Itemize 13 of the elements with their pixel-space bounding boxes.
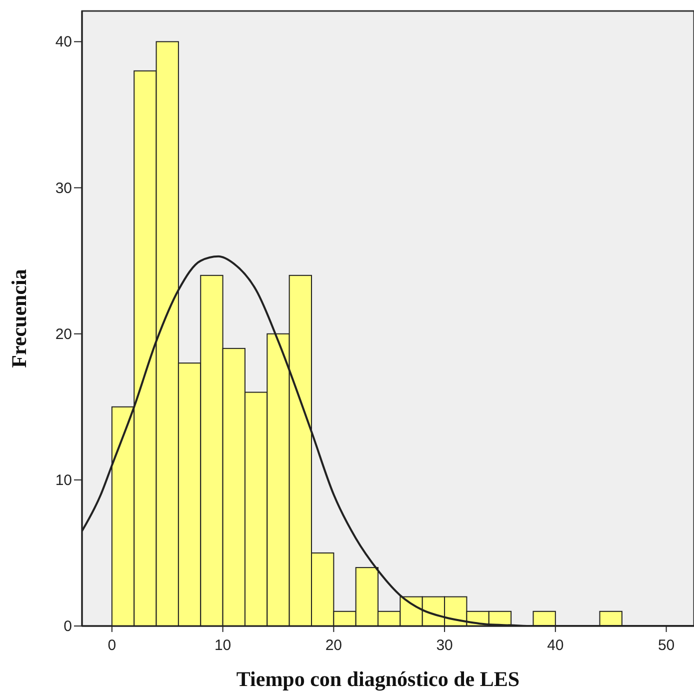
y-tick-label: 0 — [64, 618, 72, 635]
y-axis-title: Frecuencia — [7, 268, 31, 368]
x-tick-label: 50 — [658, 637, 675, 654]
x-tick-label: 40 — [547, 637, 564, 654]
x-tick-label: 10 — [214, 637, 232, 654]
x-tick-label: 0 — [108, 637, 116, 654]
y-tick-label: 40 — [55, 34, 72, 51]
x-tick-label: 30 — [436, 637, 453, 654]
y-tick-label: 20 — [55, 326, 72, 343]
y-tick-label: 10 — [55, 472, 72, 489]
y-tick-label: 30 — [55, 180, 72, 197]
x-axis-title: Tiempo con diagnóstico de LES — [236, 667, 520, 691]
x-tick-label: 20 — [325, 637, 342, 654]
